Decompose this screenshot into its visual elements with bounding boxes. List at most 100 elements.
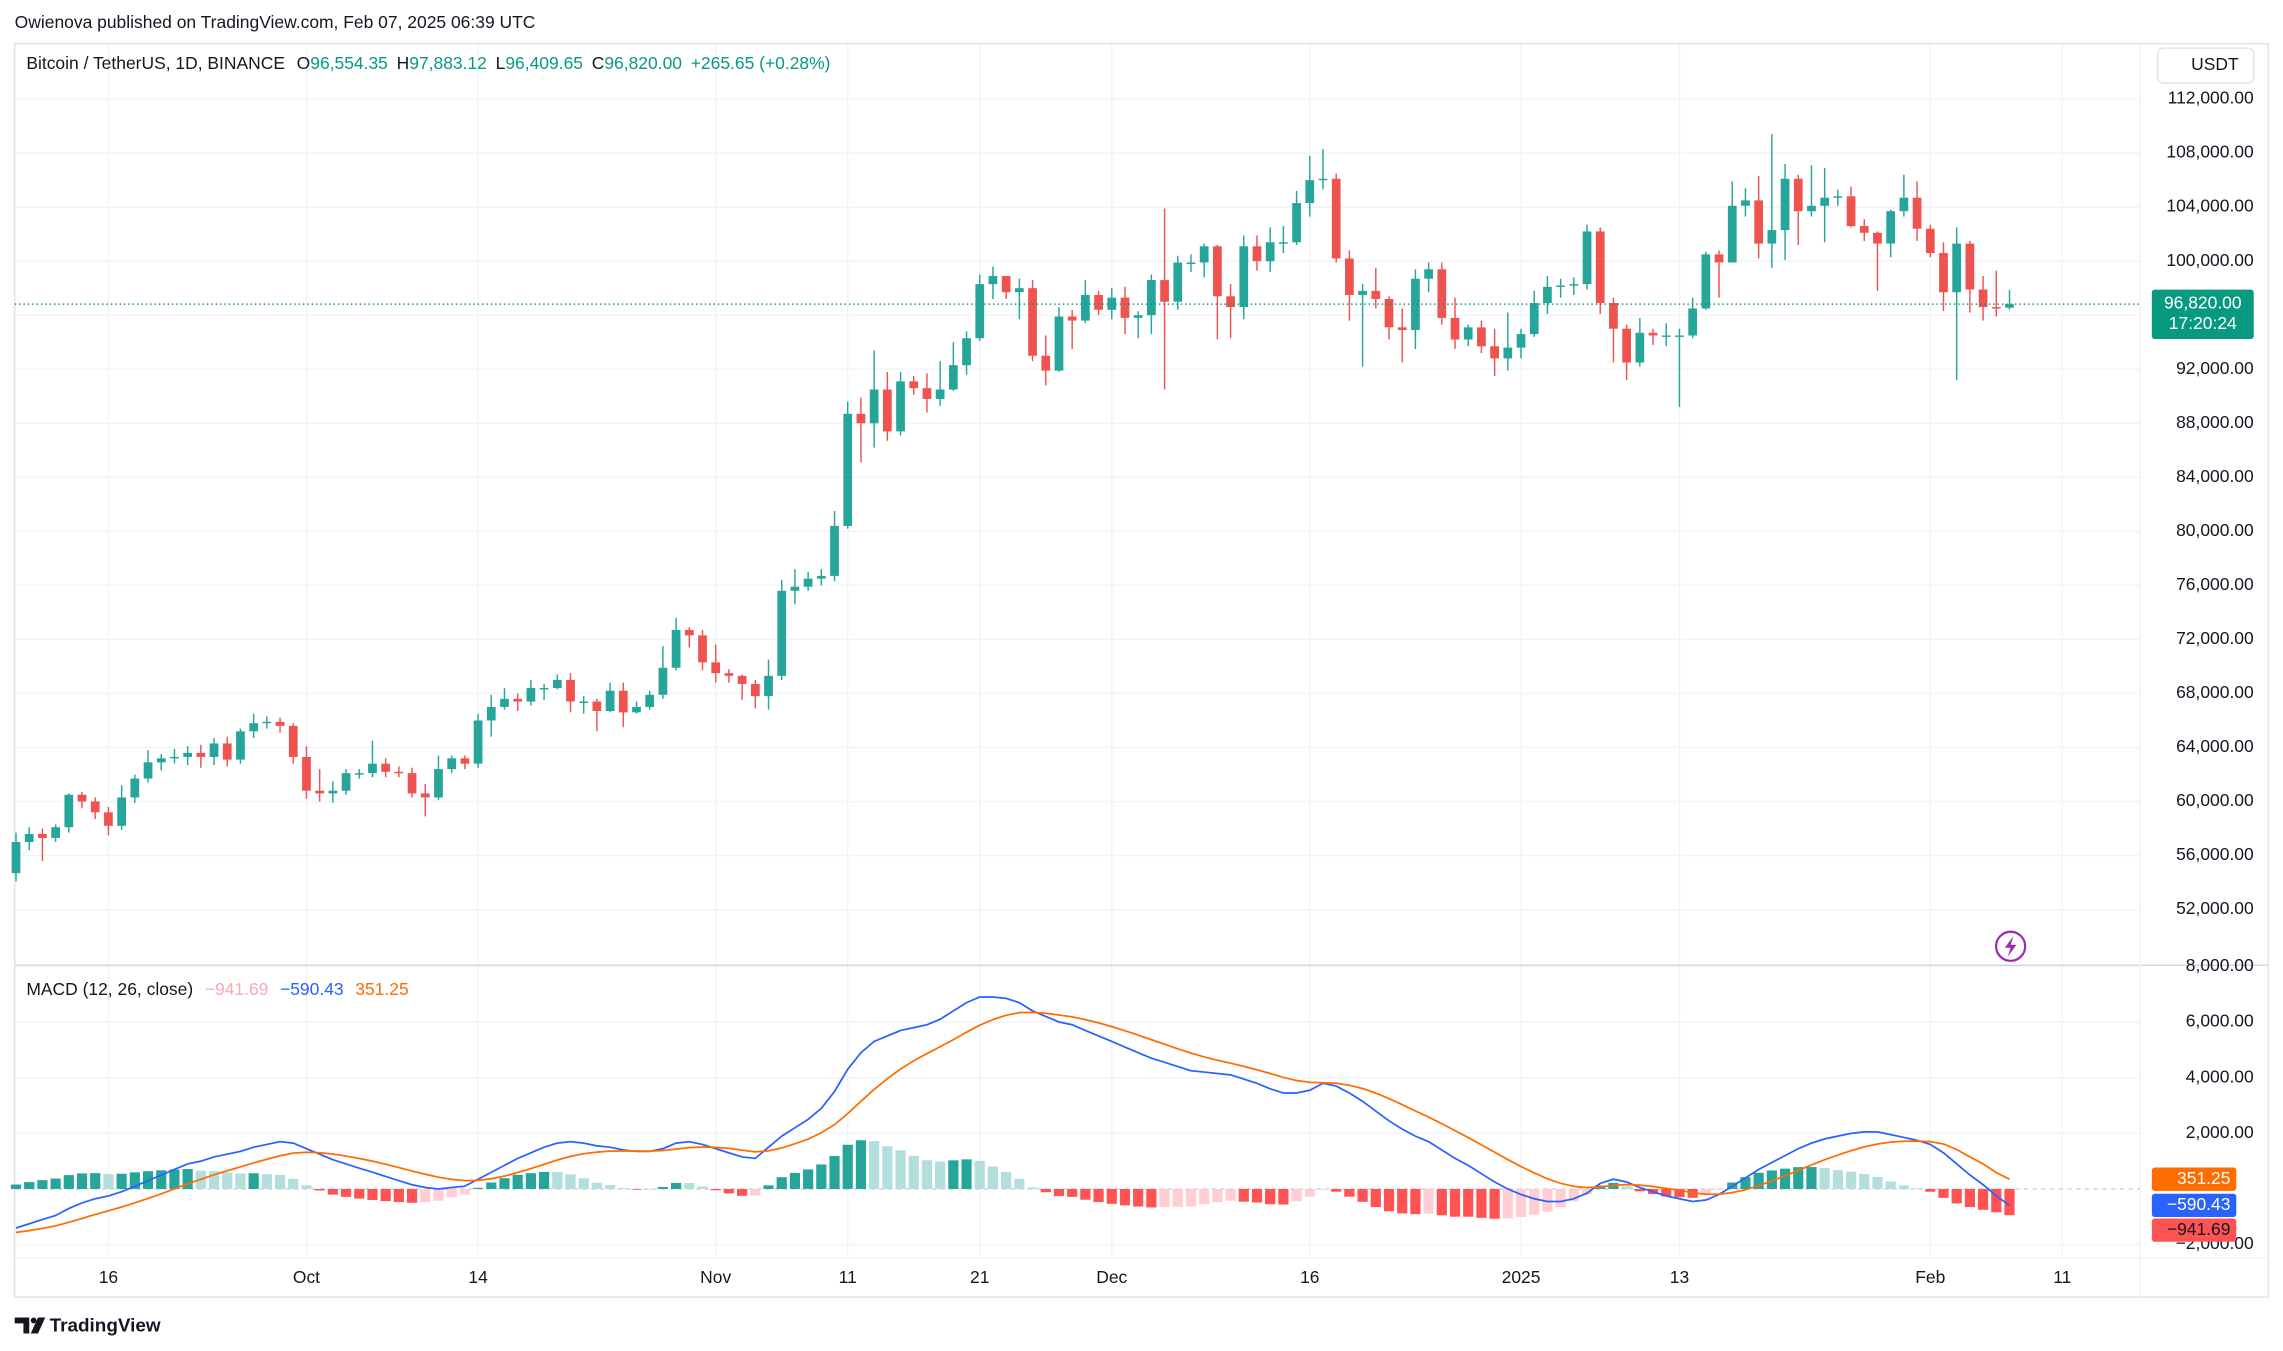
value-badge-label: −590.43	[2167, 1194, 2231, 1214]
candle-body	[1741, 200, 1750, 206]
candle-body	[711, 662, 721, 674]
candle-body	[750, 683, 760, 697]
y-tick-label: 76,000.00	[2176, 574, 2254, 594]
value-badge-label: 351.25	[2177, 1168, 2230, 1188]
histogram-bar	[882, 1146, 893, 1189]
histogram-bar	[1185, 1188, 1197, 1207]
y-tick-label: 64,000.00	[2176, 736, 2254, 756]
y-tick-label: 4,000.00	[2186, 1066, 2254, 1086]
histogram-bar	[1159, 1188, 1170, 1208]
histogram-bar	[1700, 1188, 1711, 1195]
histogram-bar	[961, 1159, 972, 1189]
candle-body	[1160, 280, 1169, 302]
histogram-bar	[1317, 1188, 1329, 1190]
histogram-bar	[50, 1178, 61, 1189]
histogram-bar	[37, 1180, 48, 1189]
candle-body	[209, 743, 219, 757]
histogram-bar	[974, 1160, 985, 1189]
candle-body	[473, 720, 483, 764]
histogram-bar	[433, 1188, 444, 1201]
candle-body	[1609, 303, 1618, 329]
candle-body	[170, 756, 179, 759]
x-tick-label: 16	[99, 1267, 118, 1287]
alert-icon-bolt[interactable]	[2004, 936, 2017, 957]
histogram-bar	[538, 1171, 550, 1189]
y-tick-label: 68,000.00	[2176, 682, 2254, 702]
symbol-legend: Bitcoin / TetherUS, 1D, BINANCE O96,554.3…	[26, 53, 830, 73]
histogram-bar	[803, 1169, 814, 1189]
candle-body	[407, 773, 417, 794]
histogram-bar	[578, 1178, 589, 1189]
candle-body	[236, 731, 245, 760]
x-tick-label: 2025	[1502, 1267, 1541, 1287]
candle-body	[1727, 205, 1737, 263]
ohlc-key: L	[496, 53, 506, 73]
histogram-bar	[935, 1161, 946, 1189]
published-note: Owienova published on TradingView.com, F…	[15, 12, 536, 32]
histogram-bar	[1713, 1188, 1725, 1190]
candle-body	[77, 794, 87, 802]
histogram-bar	[222, 1172, 233, 1189]
y-tick-label: 60,000.00	[2176, 790, 2254, 810]
histogram-bar	[1199, 1188, 1210, 1205]
candle-body	[1041, 355, 1051, 371]
histogram-bar	[1265, 1188, 1276, 1205]
candle-body	[1635, 332, 1645, 363]
histogram-bar	[90, 1173, 101, 1189]
symbol-title: Bitcoin / TetherUS, 1D, BINANCE	[26, 53, 285, 73]
currency-label[interactable]: USDT	[2191, 54, 2239, 74]
histogram-bar	[1581, 1188, 1593, 1195]
x-tick-label: 21	[970, 1267, 989, 1287]
y-tick-label: 84,000.00	[2176, 466, 2254, 486]
ohlc-value: 96,554.35	[310, 53, 388, 73]
y-tick-label: 6,000.00	[2186, 1011, 2254, 1031]
candle-body	[130, 778, 140, 798]
candle-body	[764, 675, 773, 697]
histogram-bar	[1885, 1181, 1896, 1189]
histogram-bar	[723, 1188, 735, 1194]
candle-body	[1754, 200, 1764, 244]
candle-body	[1463, 327, 1473, 340]
indicator-value: 351.25	[355, 979, 408, 999]
histogram-bar	[763, 1185, 774, 1189]
candle-body	[1437, 269, 1447, 318]
ohlc-key: C	[592, 53, 605, 73]
histogram-bar	[1370, 1188, 1381, 1208]
histogram-bar	[552, 1171, 563, 1189]
candle-body	[737, 675, 747, 684]
histogram-bar	[987, 1166, 999, 1189]
candle-body	[843, 413, 853, 526]
ohlc-key: O	[297, 53, 311, 73]
candle-body	[143, 762, 153, 779]
candle-body	[394, 771, 404, 774]
histogram-bar	[169, 1169, 180, 1189]
candle-body	[935, 389, 945, 399]
histogram-bar	[76, 1173, 88, 1189]
histogram-bar	[921, 1160, 933, 1189]
candle-body	[1239, 246, 1249, 308]
histogram-bar	[1753, 1172, 1764, 1189]
histogram-bar	[1938, 1188, 1949, 1198]
candle-body	[1345, 258, 1354, 295]
candle-body	[1384, 298, 1394, 328]
histogram-bar	[855, 1140, 867, 1189]
histogram-bar	[235, 1173, 246, 1189]
histogram-bar	[1634, 1188, 1645, 1192]
candle-body	[632, 706, 641, 713]
candle-body	[1331, 178, 1341, 259]
candle-body	[1991, 307, 2001, 309]
histogram-bar	[631, 1188, 642, 1190]
histogram-bar	[1410, 1188, 1421, 1215]
histogram-bar	[1859, 1173, 1870, 1189]
indicator-legend: MACD (12, 26, close) −941.69 −590.43 351.25	[26, 979, 408, 999]
candle-body	[896, 381, 905, 432]
alert-icon[interactable]	[1994, 930, 2027, 962]
currency-box[interactable]	[2156, 47, 2255, 84]
x-tick-label: Dec	[1096, 1267, 1127, 1287]
histogram-bar	[512, 1174, 523, 1189]
candle-body	[552, 679, 562, 689]
candle-body	[1886, 211, 1896, 244]
candle-body	[354, 773, 364, 775]
candle-body	[1279, 242, 1288, 244]
